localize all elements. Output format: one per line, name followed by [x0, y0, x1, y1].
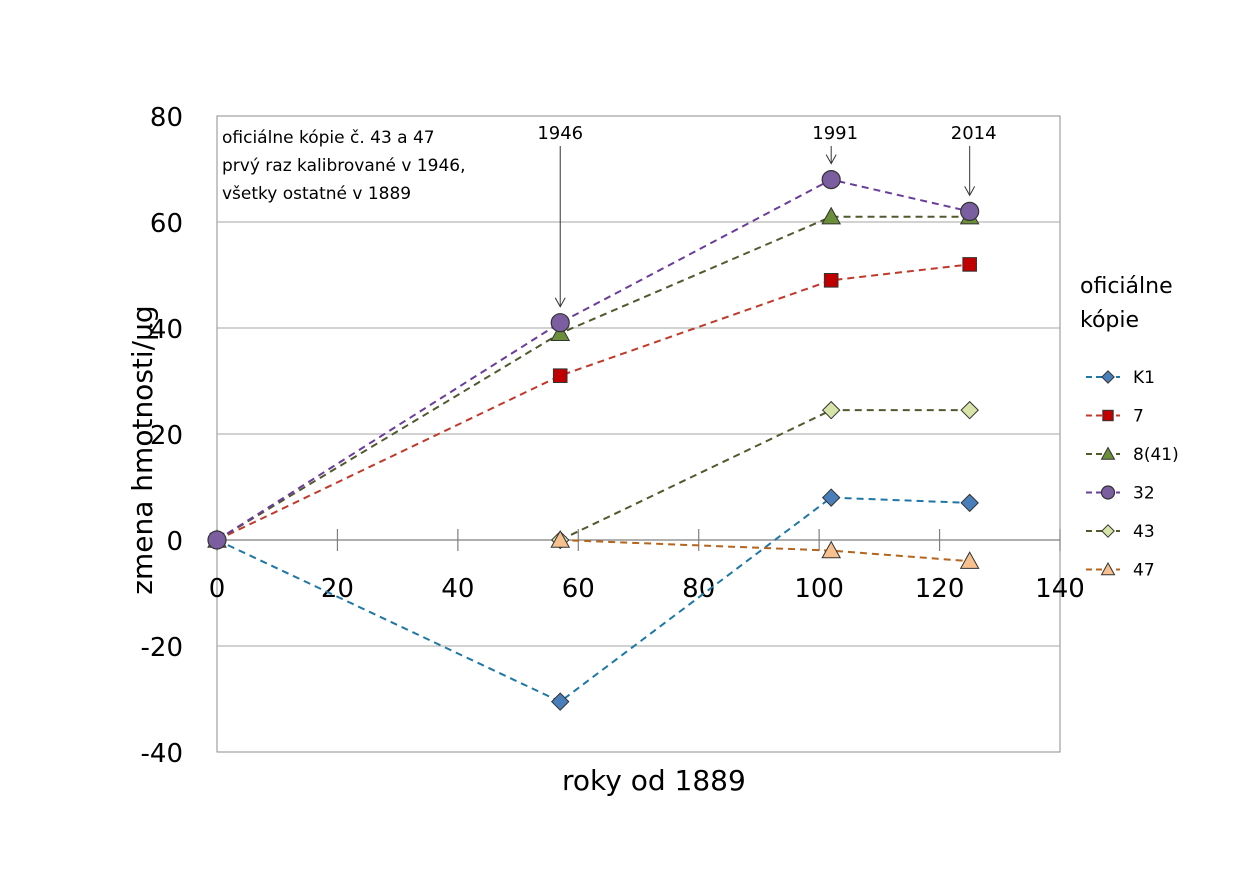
- y-tick-label--20: -20: [141, 633, 183, 663]
- note-line-2: prvý raz kalibrované v 1946,: [222, 156, 466, 176]
- legend-label-7: 7: [1133, 407, 1144, 427]
- x-tick-label-40: 40: [441, 574, 474, 604]
- x-tick-label-60: 60: [562, 574, 595, 604]
- y-tick-label-60: 60: [150, 209, 183, 239]
- point-43-125: [960, 400, 979, 420]
- y-tick-label-80: 80: [150, 103, 183, 133]
- note-line-3: všetky ostatné v 1889: [222, 184, 412, 204]
- annotation-label-1946: 1946: [537, 123, 583, 144]
- legend-title-line-1: oficiálne: [1080, 274, 1173, 299]
- point-8(41)-102: [821, 206, 842, 225]
- point-8(41)-57: [550, 323, 571, 341]
- y-tick-label-0: 0: [166, 527, 183, 557]
- legend-label-32: 32: [1133, 484, 1155, 504]
- point-K1-125: [960, 493, 979, 513]
- y-tick-label--40: -40: [141, 739, 183, 769]
- legend-label-8(41): 8(41): [1133, 445, 1179, 465]
- legend-marker-32: [1100, 485, 1116, 500]
- annotation-arrowhead-2014: [964, 186, 976, 197]
- legend-marker-43: [1101, 524, 1115, 538]
- legend-label-43: 43: [1133, 522, 1155, 542]
- y-tick-label-40: 40: [150, 315, 183, 345]
- point-47-125: [959, 551, 980, 569]
- point-7-102: [823, 273, 839, 288]
- legend-marker-K1: [1101, 370, 1115, 384]
- point-7-125: [962, 257, 977, 272]
- legend: K1 7 8(41) 32 43 47: [1086, 368, 1179, 581]
- point-32-0: [207, 530, 227, 550]
- x-tick-label-100: 100: [794, 574, 844, 604]
- legend-title: oficiálne kópie: [1080, 270, 1240, 338]
- legend-label-K1: K1: [1133, 368, 1155, 388]
- point-7-57: [552, 368, 568, 383]
- annotation-label-2014: 2014: [951, 123, 997, 144]
- legend-marker-8(41): [1100, 446, 1116, 460]
- point-47-102: [821, 540, 842, 559]
- series-line-32: [216, 178, 970, 541]
- annotations: 1946 1991 2014: [537, 123, 997, 308]
- point-K1-57: [550, 692, 570, 711]
- point-32-102: [821, 170, 841, 190]
- legend-title-line-2: kópie: [1080, 308, 1140, 333]
- point-32-57: [550, 313, 570, 333]
- point-32-125: [960, 201, 980, 221]
- x-axis-label: roky od 1889: [562, 764, 746, 797]
- x-tick-label-0: 0: [209, 574, 226, 604]
- annotation-arrowhead-1946: [554, 297, 566, 308]
- calibration-note: oficiálne kópie č. 43 a 47 prvý raz kali…: [222, 124, 542, 208]
- series-line-47: [560, 539, 970, 563]
- series-line-7: [216, 263, 970, 541]
- legend-marker-7: [1102, 409, 1114, 422]
- x-tick-label-20: 20: [321, 574, 354, 604]
- x-tick-label-120: 120: [915, 574, 965, 604]
- point-47-57: [550, 529, 571, 548]
- series-layer: [207, 170, 980, 711]
- y-axis-label: zmena hmotnosti/µg: [126, 305, 159, 595]
- annotation-label-1991: 1991: [812, 123, 858, 144]
- point-43-102: [821, 400, 841, 420]
- gridlines: [217, 221, 1060, 647]
- point-K1-102: [821, 488, 841, 507]
- y-tick-label-20: 20: [150, 421, 183, 451]
- legend-marker-47: [1100, 561, 1116, 576]
- note-line-1: oficiálne kópie č. 43 a 47: [222, 128, 435, 148]
- legend-label-47: 47: [1133, 561, 1155, 581]
- annotation-arrowhead-1991: [825, 154, 837, 165]
- x-tick-label-140: 140: [1035, 574, 1085, 604]
